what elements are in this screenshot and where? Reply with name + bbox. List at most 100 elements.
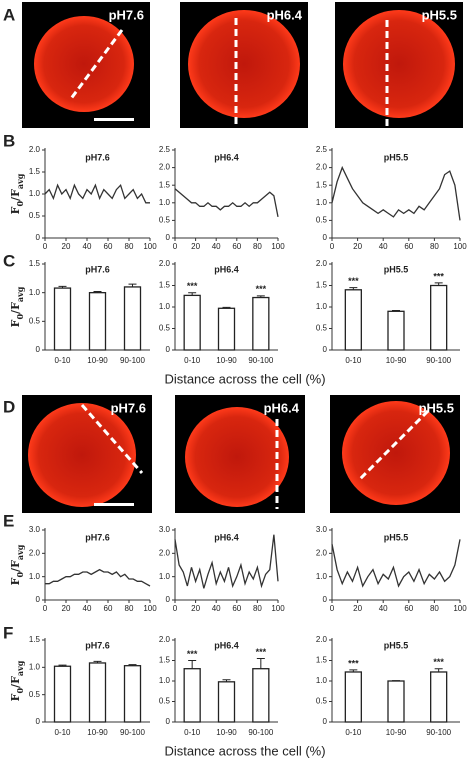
- y-tick-label: 0: [323, 345, 328, 354]
- y-axis-label-part: 0: [15, 572, 25, 578]
- image-label: pH5.5: [422, 7, 457, 22]
- significance: ***: [187, 649, 198, 659]
- y-tick-label: 1.5: [29, 259, 41, 268]
- y-tick-label: 1.5: [159, 180, 171, 189]
- y-tick-label: 1.5: [29, 167, 41, 176]
- x-tick-label: 60: [232, 242, 241, 251]
- error-bar: [222, 306, 231, 309]
- y-axis-label-part: F: [9, 577, 22, 585]
- y-tick-label: 0.5: [29, 211, 41, 220]
- bar: [88, 292, 107, 351]
- bar: [183, 294, 201, 351]
- significance: ***: [433, 657, 444, 667]
- significance: ***: [187, 281, 198, 291]
- error-bar: [188, 292, 197, 296]
- y-tick-label: 2.0: [159, 163, 171, 172]
- y-axis-label-part: 0: [15, 314, 25, 320]
- y-tick-label: 0.5: [316, 324, 328, 333]
- error-bar: [128, 664, 137, 666]
- bar: [123, 286, 142, 351]
- y-tick-label: 2.0: [159, 259, 171, 268]
- cell: [185, 407, 289, 507]
- x-tick-label: 10-90: [386, 728, 407, 737]
- y-tick-label: 1.5: [159, 656, 171, 665]
- error-bar: [349, 669, 358, 672]
- chart-title: pH5.5: [384, 532, 409, 542]
- x-tick-label: 90-100: [248, 356, 273, 365]
- y-tick-label: 2.0: [316, 548, 328, 557]
- y-tick-label: 0.5: [159, 697, 171, 706]
- y-axis-label-part: /F: [9, 676, 22, 688]
- y-tick-label: 2.0: [159, 635, 171, 644]
- image-label: pH6.4: [264, 400, 300, 415]
- x-tick-label: 90-100: [248, 728, 273, 737]
- bar: [53, 287, 72, 351]
- profile-line: [45, 568, 151, 587]
- x-tick-label: 10-90: [216, 728, 237, 737]
- chart-title: pH5.5: [384, 264, 409, 274]
- y-tick-label: 0: [323, 717, 328, 726]
- significance: ***: [348, 658, 359, 668]
- error-bar: [222, 679, 231, 682]
- x-tick-label: 20: [191, 604, 200, 613]
- y-tick-label: 0: [166, 233, 171, 242]
- y-tick-label: 1.5: [316, 281, 328, 290]
- bar: [123, 665, 142, 723]
- y-tick-label: 1.0: [159, 198, 171, 207]
- y-tick-label: 2.0: [29, 548, 41, 557]
- profile-line: [174, 188, 279, 218]
- y-tick-label: 1.0: [159, 302, 171, 311]
- x-tick-label: 80: [253, 604, 262, 613]
- bar: [252, 296, 270, 351]
- chart-title: pH7.6: [85, 152, 110, 162]
- y-tick-label: 1.5: [316, 180, 328, 189]
- error-bar: [128, 283, 137, 287]
- x-tick-label: 100: [143, 242, 157, 251]
- y-tick-label: 2.0: [316, 635, 328, 644]
- y-tick-label: 1.0: [159, 572, 171, 581]
- cell: [343, 10, 455, 118]
- y-tick-label: 0: [166, 595, 171, 604]
- chart-title: pH6.4: [214, 532, 239, 542]
- profile-line: [174, 534, 279, 589]
- x-tick-label: 0: [43, 242, 48, 251]
- y-axis-label-part: F: [9, 693, 22, 701]
- x-tick-label: 100: [143, 604, 157, 613]
- profile-line: [44, 183, 150, 204]
- x-tick-label: 60: [104, 604, 113, 613]
- x-tick-label: 40: [379, 242, 388, 251]
- x-tick-label: 60: [104, 242, 113, 251]
- error-bar: [434, 282, 443, 286]
- x-tick-label: 20: [62, 242, 71, 251]
- x-tick-label: 40: [212, 242, 221, 251]
- x-tick-label: 100: [271, 242, 285, 251]
- x-axis-label: Distance across the cell (%): [164, 743, 325, 758]
- x-tick-label: 40: [83, 242, 92, 251]
- x-tick-label: 90-100: [426, 356, 451, 365]
- image-label: pH5.5: [419, 400, 454, 415]
- profile-line: [358, 409, 430, 481]
- y-tick-label: 0: [36, 345, 41, 354]
- y-axis-label-part: F: [9, 206, 22, 214]
- significance: ***: [256, 647, 267, 657]
- x-tick-label: 20: [191, 242, 200, 251]
- y-tick-label: 1.0: [316, 198, 328, 207]
- x-tick-label: 60: [232, 604, 241, 613]
- x-tick-label: 0: [330, 242, 335, 251]
- y-tick-label: 0.5: [159, 216, 171, 225]
- bar: [387, 680, 405, 723]
- y-tick-label: 0: [323, 233, 328, 242]
- chart-title: pH7.6: [85, 264, 110, 274]
- bar: [252, 668, 270, 723]
- cell: [34, 16, 134, 112]
- panel-label: B: [3, 131, 15, 150]
- error-bar: [188, 660, 197, 669]
- y-axis-label-part: avg: [15, 286, 25, 302]
- y-tick-label: 0.5: [316, 697, 328, 706]
- bar: [387, 310, 405, 351]
- y-tick-label: 1.5: [29, 635, 41, 644]
- chart-title: pH7.6: [85, 532, 110, 542]
- y-tick-label: 2.0: [316, 163, 328, 172]
- bar: [344, 289, 362, 351]
